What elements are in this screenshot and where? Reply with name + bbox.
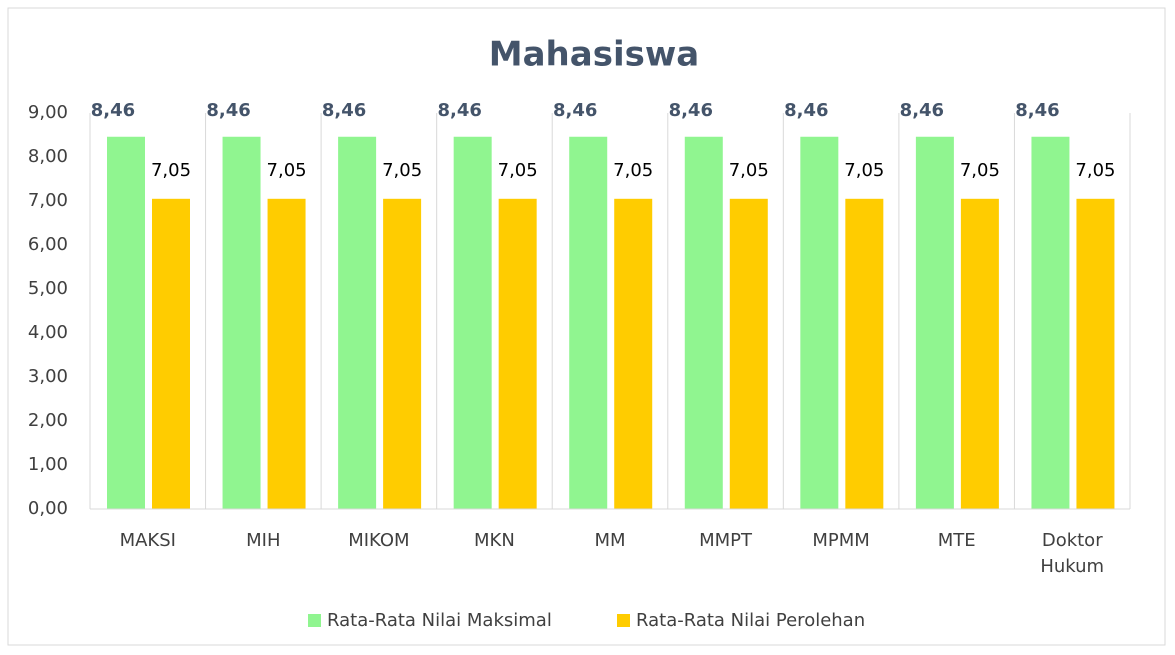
y-tick-label: 9,00: [28, 102, 68, 123]
legend-swatch: [617, 614, 630, 627]
data-label: 8,46: [1015, 100, 1059, 121]
x-tick-label: Doktor Hukum: [1040, 530, 1104, 577]
y-tick-label: 6,00: [28, 234, 68, 255]
x-tick-label: MTE: [938, 530, 976, 551]
data-label: 8,46: [784, 100, 828, 121]
bar: [453, 136, 492, 509]
bar: [1031, 136, 1070, 509]
x-tick-label: MKN: [474, 530, 515, 551]
legend-label: Rata-Rata Nilai Maksimal: [327, 610, 552, 631]
bar: [222, 136, 261, 509]
bar: [498, 198, 537, 510]
data-label: 8,46: [553, 100, 597, 121]
bar: [915, 136, 954, 509]
data-label: 7,05: [613, 160, 653, 181]
x-tick-label: MPMM: [812, 530, 869, 551]
data-label: 8,46: [206, 100, 250, 121]
data-label: 7,05: [960, 160, 1000, 181]
bar: [845, 198, 884, 510]
x-tick-label: MM: [594, 530, 625, 551]
y-tick-label: 1,00: [28, 454, 68, 475]
bar: [383, 198, 422, 510]
y-tick-label: 5,00: [28, 278, 68, 299]
bar: [729, 198, 768, 510]
bar: [338, 136, 377, 509]
y-tick-label: 4,00: [28, 322, 68, 343]
x-tick-label: MIH: [246, 530, 280, 551]
x-tick-label: MMPT: [699, 530, 753, 551]
data-label: 8,46: [669, 100, 713, 121]
data-label: 7,05: [151, 160, 191, 181]
data-label: 7,05: [267, 160, 307, 181]
data-label: 7,05: [844, 160, 884, 181]
y-tick-label: 0,00: [28, 498, 68, 519]
bar: [614, 198, 653, 510]
chart-title: Mahasiswa: [489, 35, 699, 75]
y-tick-label: 8,00: [28, 146, 68, 167]
bar: [960, 198, 999, 510]
bar: [1076, 198, 1115, 510]
data-label: 7,05: [382, 160, 422, 181]
data-label: 8,46: [91, 100, 135, 121]
data-label: 8,46: [900, 100, 944, 121]
legend-label: Rata-Rata Nilai Perolehan: [636, 610, 865, 631]
bar: [267, 198, 306, 510]
bar: [152, 198, 190, 510]
bar: [107, 136, 145, 509]
bar: [569, 136, 608, 509]
y-tick-label: 3,00: [28, 366, 68, 387]
x-tick-label: MIKOM: [348, 530, 409, 551]
data-label: 8,46: [437, 100, 481, 121]
x-tick-label: MAKSI: [120, 530, 176, 551]
data-label: 8,46: [322, 100, 366, 121]
y-tick-label: 7,00: [28, 190, 68, 211]
data-label: 7,05: [498, 160, 538, 181]
bar: [800, 136, 839, 509]
data-label: 7,05: [1075, 160, 1115, 181]
legend-swatch: [308, 614, 321, 627]
bar: [684, 136, 723, 509]
data-label: 7,05: [729, 160, 769, 181]
y-tick-label: 2,00: [28, 410, 68, 431]
